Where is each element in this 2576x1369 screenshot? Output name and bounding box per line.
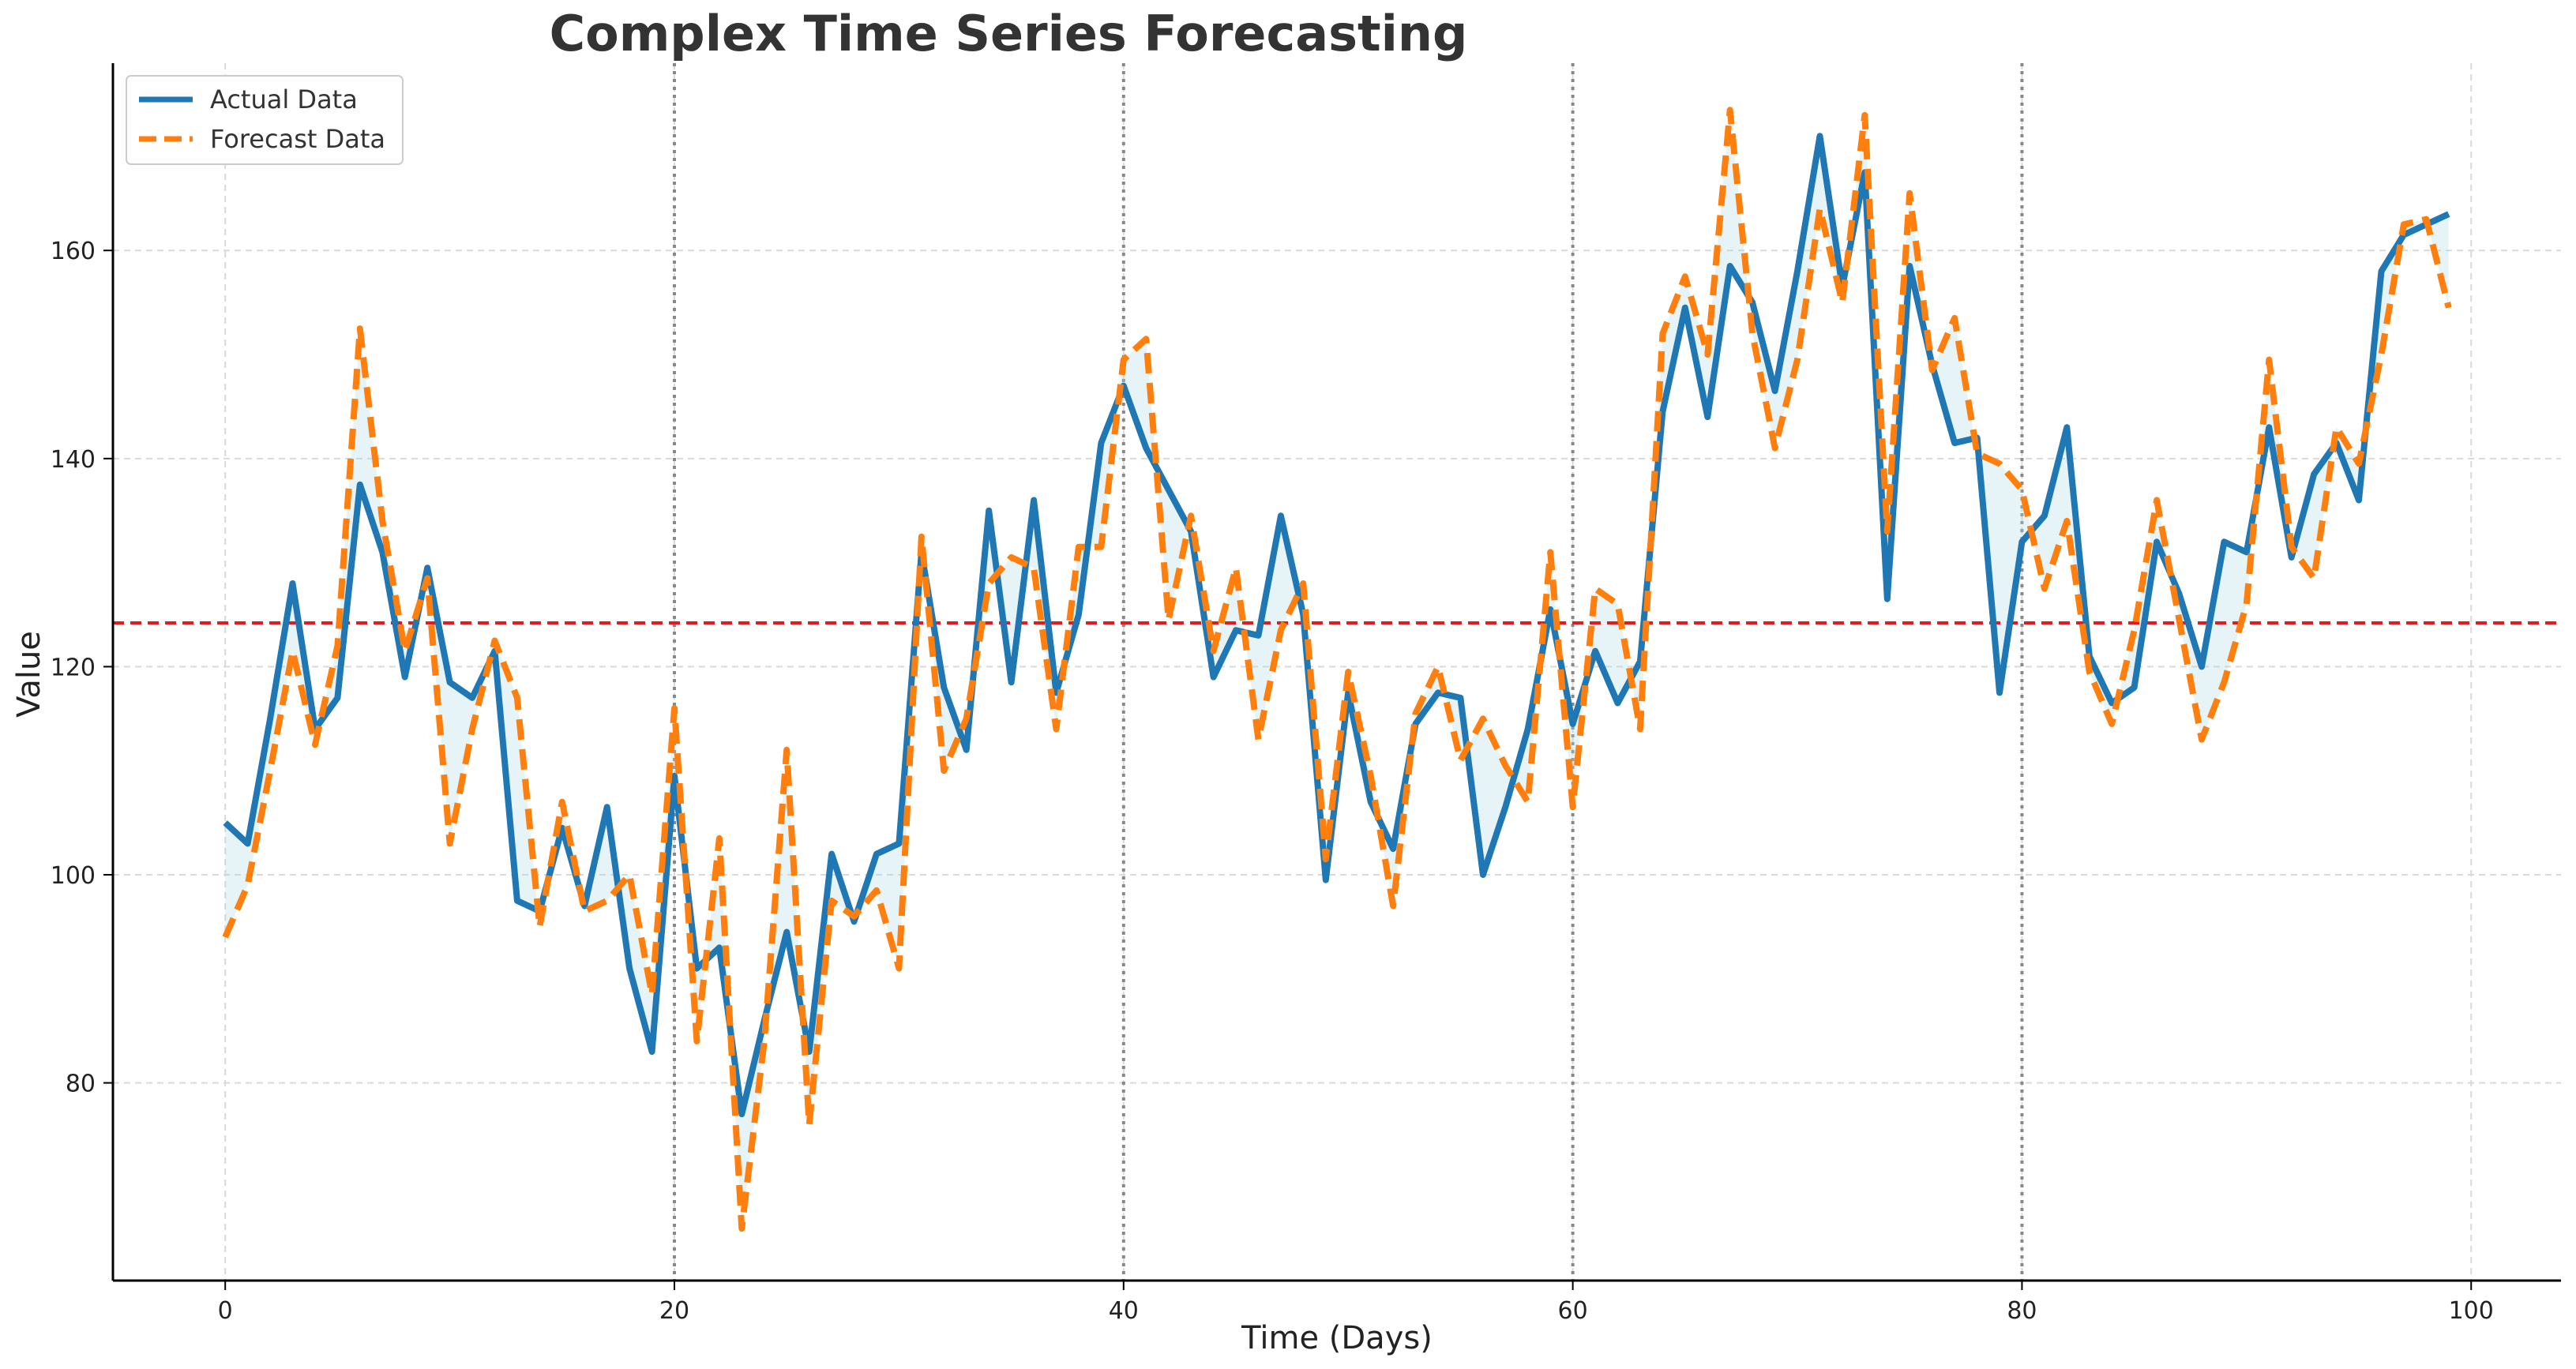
x-tick-label: 20 xyxy=(659,1297,689,1325)
ticks: 0 20 40 60 80 100 80 100 120 140 160 xyxy=(51,238,2494,1325)
forecast-data-line xyxy=(222,107,2452,1232)
legend-box xyxy=(126,75,404,165)
x-tick-label: 100 xyxy=(2449,1297,2494,1325)
legend-forecast-label: Forecast Data xyxy=(210,124,385,154)
legend: Actual Data Forecast Data xyxy=(126,75,404,165)
series-lines xyxy=(222,107,2452,1232)
x-tick-label: 0 xyxy=(218,1297,233,1325)
actual-data-line xyxy=(223,133,2450,1118)
x-tick-label: 80 xyxy=(2007,1297,2037,1325)
vertical-markers xyxy=(673,63,2024,1281)
y-tick-label: 160 xyxy=(51,238,96,265)
y-axis-title: Value xyxy=(11,631,47,718)
fill-between-band xyxy=(225,110,2449,1229)
y-tick-label: 100 xyxy=(51,862,96,890)
fill-between-area xyxy=(225,110,2449,1229)
x-tick-label: 40 xyxy=(1109,1297,1139,1325)
legend-actual-label: Actual Data xyxy=(210,84,358,114)
y-tick-label: 120 xyxy=(51,654,96,681)
y-tick-label: 80 xyxy=(66,1071,96,1098)
axes xyxy=(111,63,2561,1282)
x-tick-label: 60 xyxy=(1558,1297,1588,1325)
chart-title: Complex Time Series Forecasting xyxy=(550,5,1468,62)
y-tick-label: 140 xyxy=(51,446,96,474)
grid xyxy=(113,63,2561,1281)
x-axis-title: Time (Days) xyxy=(1241,1320,1433,1356)
